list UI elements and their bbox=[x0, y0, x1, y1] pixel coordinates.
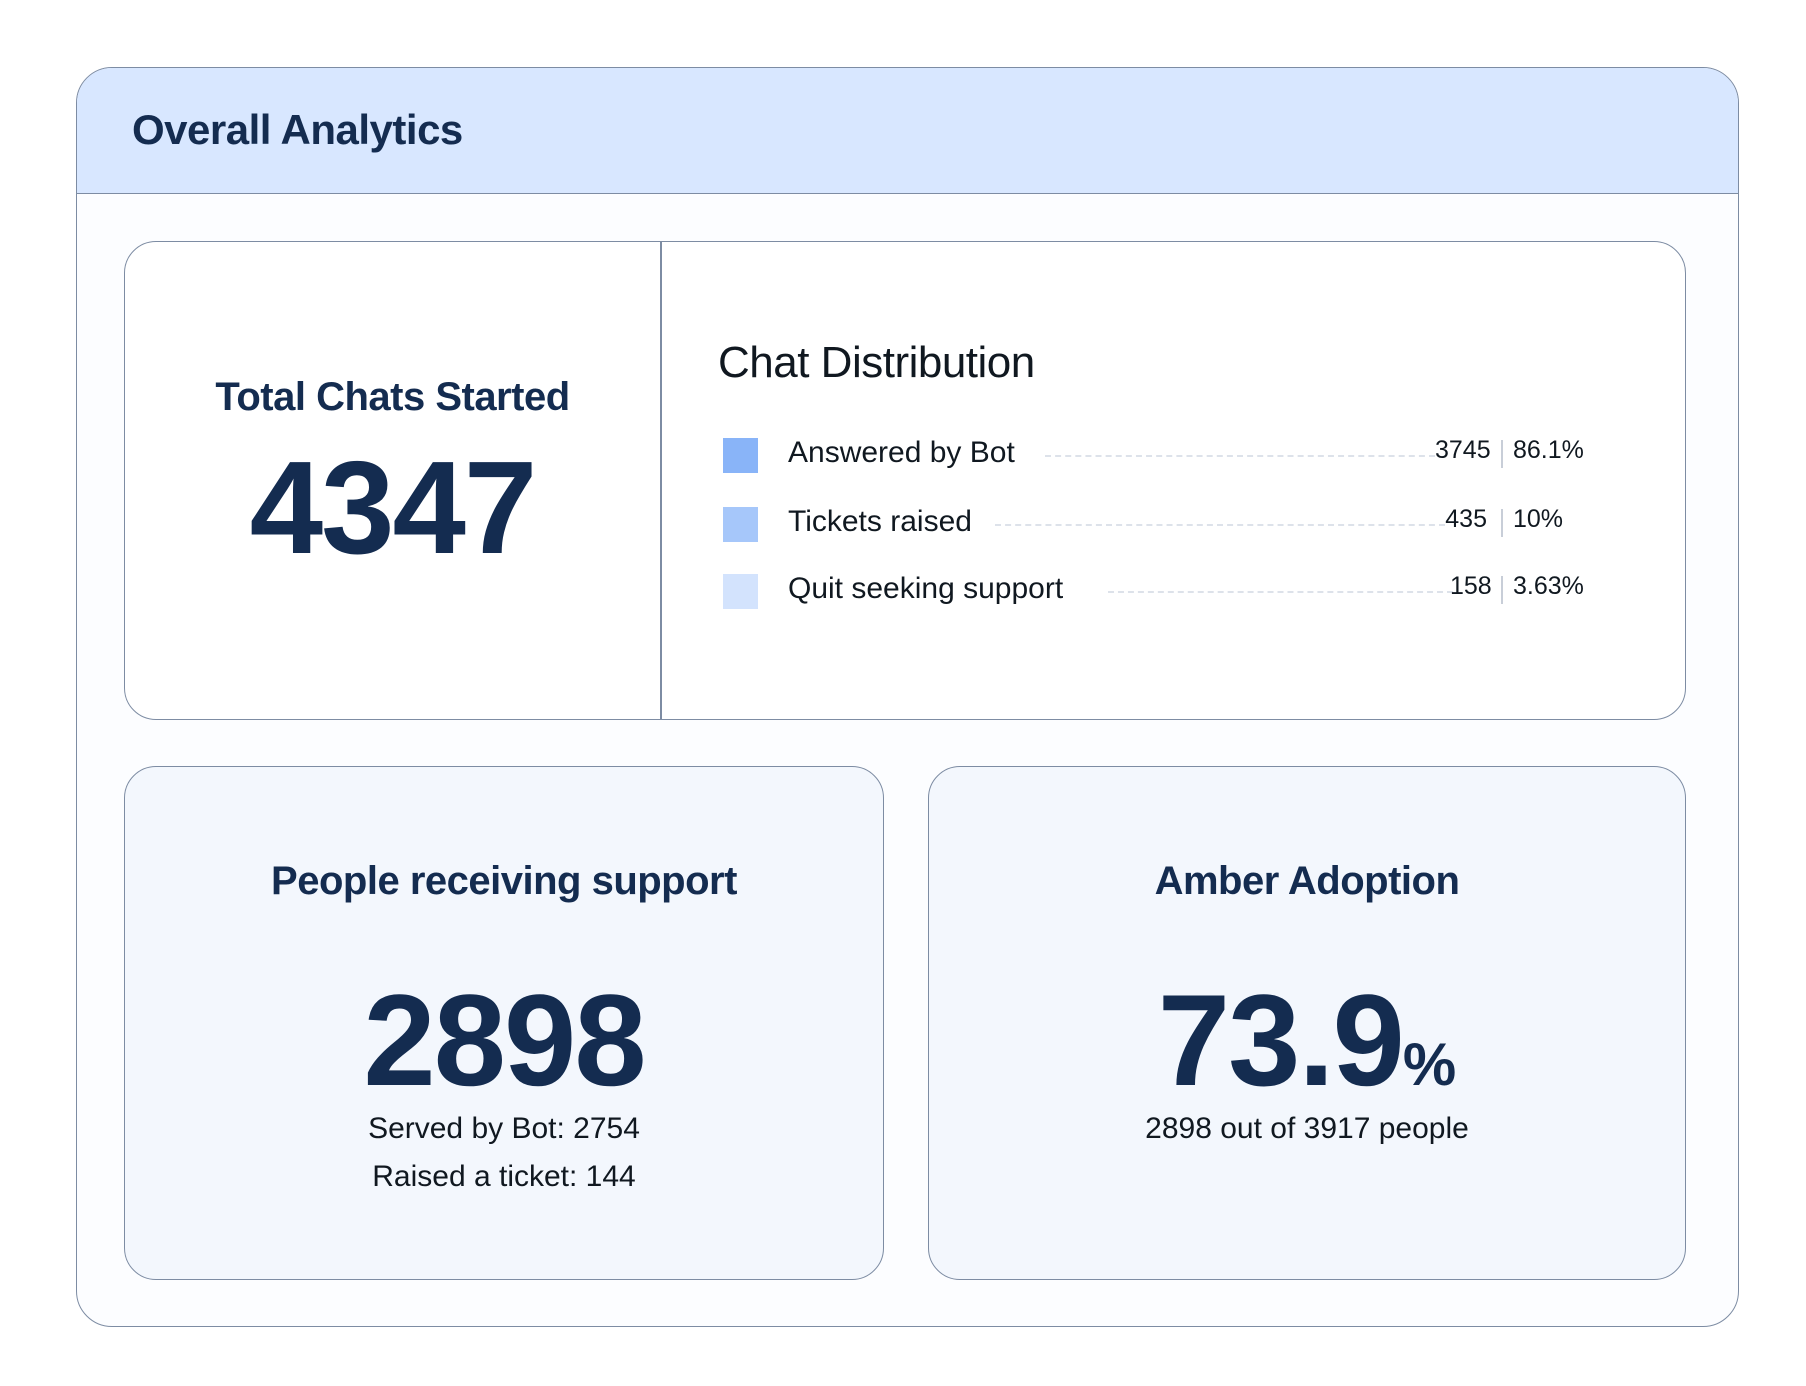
adoption-value: 73.9 bbox=[1157, 967, 1405, 1113]
value-separator bbox=[1501, 576, 1503, 604]
amber-adoption-card: Amber Adoption 73.9% 2898 out of 3917 pe… bbox=[928, 766, 1686, 1280]
served-by-bot-text: Served by Bot: 2754 bbox=[368, 1112, 640, 1145]
legend-swatch bbox=[723, 438, 758, 473]
value-separator bbox=[1501, 509, 1503, 537]
distribution-percent: 3.63% bbox=[1513, 572, 1584, 600]
distribution-percent: 10% bbox=[1513, 505, 1564, 533]
adoption-title: Amber Adoption bbox=[1154, 859, 1460, 903]
distribution-label: Answered by Bot bbox=[788, 436, 1015, 469]
distribution-count: 3745 bbox=[1435, 436, 1491, 464]
leader-line bbox=[1045, 455, 1435, 457]
distribution-row-tickets-raised: Tickets raised 435 10% bbox=[723, 503, 1603, 543]
raised-ticket-text: Raised a ticket: 144 bbox=[372, 1160, 636, 1193]
chat-distribution-title: Chat Distribution bbox=[718, 338, 1035, 387]
panel-divider bbox=[660, 242, 662, 719]
legend-swatch bbox=[723, 507, 758, 542]
leader-line bbox=[995, 524, 1445, 526]
distribution-label: Tickets raised bbox=[788, 505, 972, 538]
total-chats-value: 4347 bbox=[249, 434, 538, 581]
leader-line bbox=[1108, 591, 1453, 593]
distribution-percent: 86.1% bbox=[1513, 436, 1584, 464]
adoption-caption: 2898 out of 3917 people bbox=[1145, 1112, 1469, 1145]
distribution-count: 435 bbox=[1445, 505, 1487, 533]
distribution-count: 158 bbox=[1450, 572, 1492, 600]
adoption-value-wrapper: 73.9% bbox=[929, 975, 1685, 1105]
page-title: Overall Analytics bbox=[132, 106, 463, 153]
people-receiving-support-card: People receiving support 2898 Served by … bbox=[124, 766, 884, 1280]
total-chats-label: Total Chats Started bbox=[215, 375, 570, 419]
distribution-row-quit-seeking-support: Quit seeking support 158 3.63% bbox=[723, 570, 1603, 610]
people-support-value: 2898 bbox=[363, 967, 646, 1113]
distribution-label: Quit seeking support bbox=[788, 572, 1064, 605]
chat-summary-panel: Total Chats Started 4347 Chat Distributi… bbox=[124, 241, 1686, 720]
card-header: Overall Analytics bbox=[77, 68, 1738, 194]
adoption-unit: % bbox=[1402, 1031, 1457, 1098]
legend-swatch bbox=[723, 574, 758, 609]
value-separator bbox=[1501, 440, 1503, 468]
distribution-row-answered-by-bot: Answered by Bot 3745 86.1% bbox=[723, 434, 1603, 474]
people-support-title: People receiving support bbox=[271, 859, 737, 903]
